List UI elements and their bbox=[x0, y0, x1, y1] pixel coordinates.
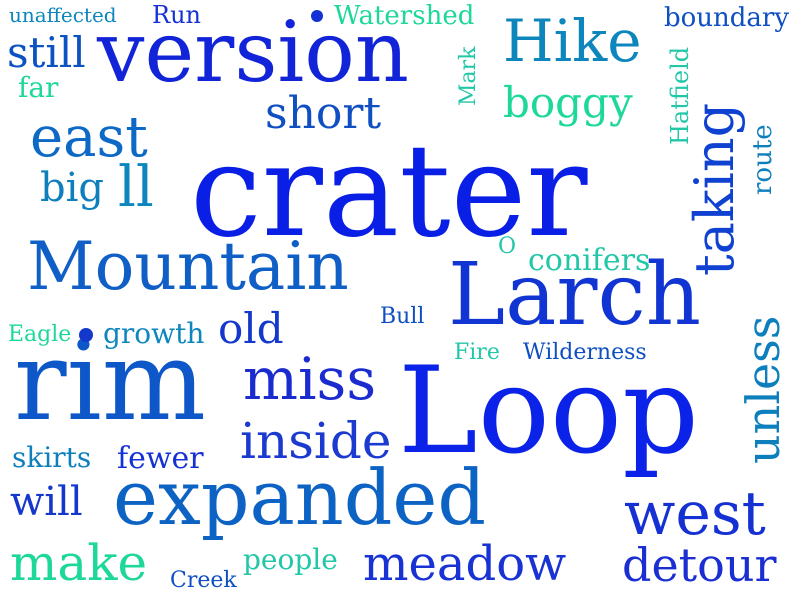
word-inside: inside bbox=[240, 412, 392, 470]
word-conifers: conifers bbox=[528, 243, 651, 278]
word-ll: ll bbox=[118, 155, 154, 220]
dot-left bbox=[79, 328, 93, 342]
word-taking: taking bbox=[683, 102, 746, 276]
word-route: route bbox=[748, 124, 778, 195]
word-west: west bbox=[624, 479, 766, 549]
word-loop: Loop bbox=[398, 342, 699, 481]
word-wilderness: Wilderness bbox=[523, 340, 647, 365]
word-fewer: fewer bbox=[117, 441, 204, 476]
word-mountain: Mountain bbox=[27, 228, 349, 305]
word-make: make bbox=[10, 534, 148, 592]
word-larch: Larch bbox=[448, 245, 702, 345]
word-expanded: expanded bbox=[113, 453, 487, 542]
word-bull: Bull bbox=[380, 304, 425, 329]
word-big: big bbox=[40, 165, 105, 211]
word-will: will bbox=[10, 479, 83, 525]
word-o: O bbox=[498, 234, 517, 259]
word-boggy: boggy bbox=[503, 78, 633, 127]
word-run: Run bbox=[152, 1, 201, 29]
word-short: short bbox=[265, 88, 382, 139]
word-unless: unless bbox=[736, 315, 790, 464]
word-detour: detour bbox=[622, 538, 777, 592]
word-boundary: boundary bbox=[664, 3, 790, 33]
word-old: old bbox=[218, 304, 284, 353]
word-growth: growth bbox=[103, 317, 205, 350]
word-eagle: Eagle bbox=[8, 322, 72, 347]
word-hatfield: Hatfield bbox=[666, 46, 694, 145]
word-watershed: Watershed bbox=[334, 1, 475, 31]
word-still: still bbox=[7, 28, 86, 77]
word-people: people bbox=[243, 543, 338, 576]
word-mark: Mark bbox=[456, 46, 481, 107]
dot-top bbox=[311, 10, 323, 22]
word-miss: miss bbox=[243, 345, 377, 413]
word-unaffected: unaffected bbox=[9, 3, 117, 27]
word-version: version bbox=[97, 3, 409, 101]
word-skirts: skirts bbox=[12, 441, 92, 474]
word-meadow: meadow bbox=[363, 536, 567, 592]
word-fire: Fire bbox=[454, 340, 500, 365]
word-crater: crater bbox=[190, 117, 588, 266]
word-rim: rim bbox=[14, 317, 207, 445]
word-east: east bbox=[30, 105, 148, 170]
word-far: far bbox=[18, 71, 59, 104]
word-hike: Hike bbox=[503, 7, 642, 75]
word-creek: Creek bbox=[170, 568, 237, 593]
